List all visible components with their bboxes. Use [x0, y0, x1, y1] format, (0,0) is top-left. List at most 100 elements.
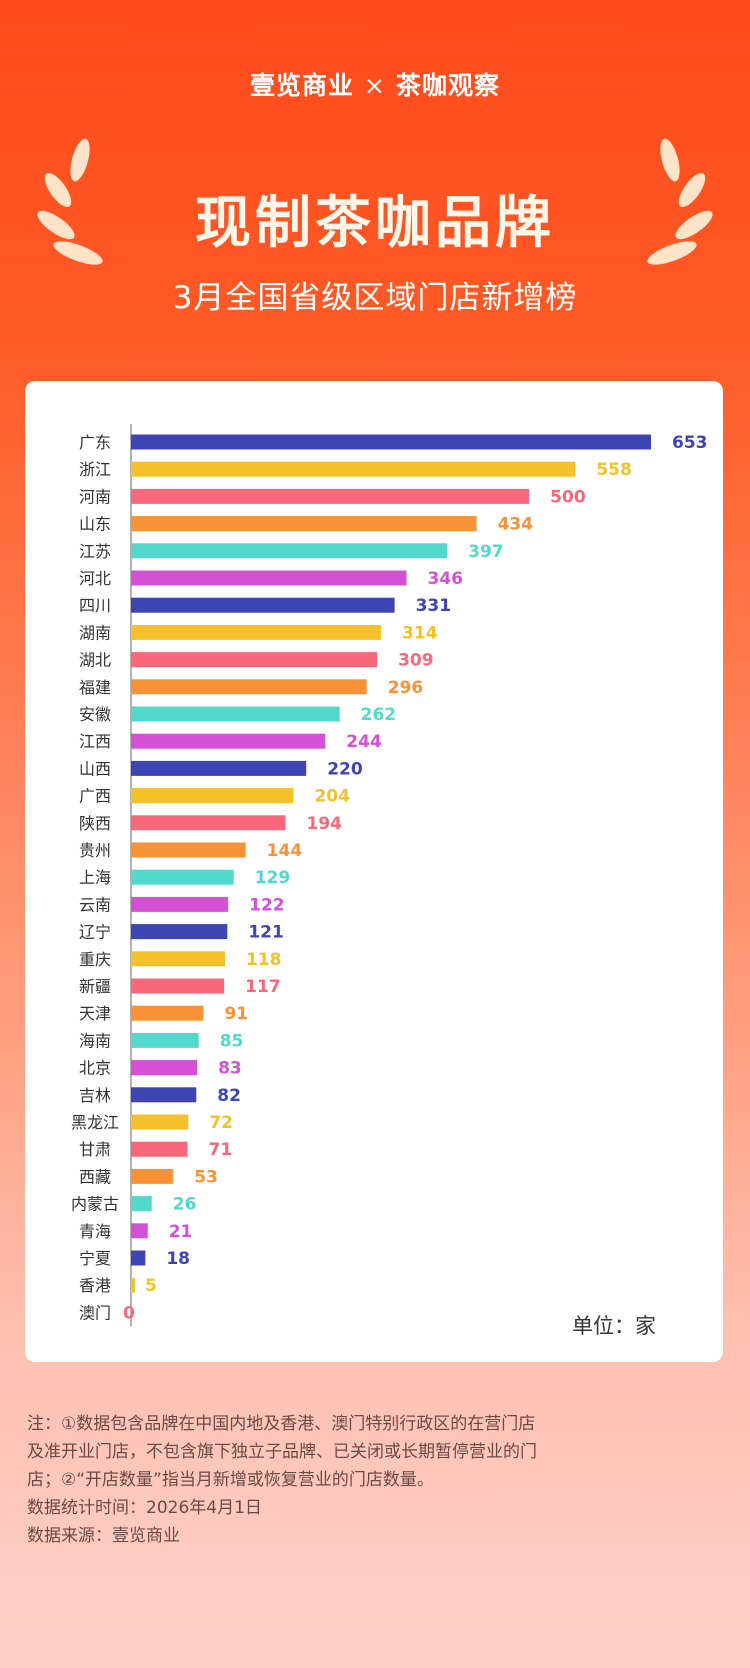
bar	[131, 570, 407, 586]
value-label: 72	[209, 1113, 233, 1133]
bar	[131, 815, 286, 831]
value-label: 85	[220, 1031, 244, 1051]
category-label: 新疆	[79, 977, 111, 996]
bar	[131, 1114, 189, 1130]
bar	[131, 760, 307, 776]
bar	[131, 1223, 148, 1239]
category-label: 辽宁	[79, 923, 111, 942]
value-label: 244	[346, 732, 382, 752]
bar	[131, 1141, 188, 1157]
value-label: 500	[550, 487, 586, 507]
value-label: 91	[224, 1004, 248, 1024]
value-label: 82	[217, 1086, 241, 1106]
category-label: 河南	[79, 487, 111, 506]
value-label: 194	[306, 814, 342, 834]
data-source: 数据来源：壹览商业	[27, 1526, 180, 1546]
bar	[131, 516, 477, 532]
bar	[131, 461, 576, 477]
value-label: 53	[194, 1167, 218, 1187]
category-label: 山西	[79, 759, 111, 778]
bar	[131, 896, 229, 912]
category-label: 贵州	[79, 841, 111, 860]
category-label: 山东	[79, 515, 111, 534]
brand-right: 茶咖观察	[395, 71, 500, 100]
bar	[131, 597, 395, 613]
value-label: 558	[596, 460, 632, 480]
bar	[131, 842, 246, 858]
value-label: 434	[498, 515, 534, 535]
bar	[131, 1005, 204, 1021]
category-label: 吉林	[79, 1086, 111, 1105]
value-label: 220	[327, 759, 363, 779]
bar	[131, 488, 530, 504]
value-label: 118	[246, 950, 282, 970]
category-label: 重庆	[79, 950, 111, 969]
category-label: 黑龙江	[71, 1113, 119, 1132]
value-label: 18	[166, 1249, 190, 1269]
bar	[131, 652, 378, 668]
category-label: 湖南	[79, 623, 111, 642]
bar	[131, 1196, 152, 1212]
category-label: 海南	[79, 1031, 111, 1050]
brand-header: 壹览商业 × 茶咖观察	[0, 66, 750, 102]
category-label: 青海	[79, 1222, 111, 1241]
page-subtitle: 3月全国省级区域门店新增榜	[172, 280, 578, 316]
value-label: 0	[123, 1303, 135, 1323]
value-label: 204	[314, 787, 350, 807]
value-label: 397	[468, 542, 504, 562]
laurel-right-icon	[647, 138, 713, 265]
category-label: 澳门	[79, 1303, 111, 1322]
category-label: 广东	[79, 433, 111, 452]
value-label: 83	[218, 1059, 242, 1079]
category-label: 云南	[79, 895, 111, 914]
separator: ×	[364, 71, 386, 100]
bar	[131, 1060, 198, 1076]
category-label: 河北	[79, 569, 111, 588]
bar	[131, 1277, 135, 1293]
category-label: 北京	[79, 1059, 111, 1078]
bar	[131, 1087, 197, 1103]
value-label: 21	[169, 1222, 193, 1242]
category-label: 西藏	[79, 1167, 111, 1186]
bar	[131, 706, 340, 722]
value-label: 262	[361, 705, 397, 725]
value-label: 346	[428, 569, 464, 589]
bar	[131, 543, 448, 559]
bar	[131, 1032, 199, 1048]
footnotes: 注：①数据包含品牌在中国内地及香港、澳门特别行政区的在营门店及准开业门店，不包含…	[27, 1410, 547, 1550]
category-label: 福建	[79, 678, 111, 697]
value-label: 314	[402, 623, 438, 643]
category-label: 陕西	[79, 814, 111, 833]
value-label: 5	[145, 1276, 157, 1296]
bar	[131, 951, 225, 967]
bar	[131, 788, 294, 804]
page-title: 现制茶咖品牌	[195, 191, 555, 256]
category-label: 安徽	[79, 705, 111, 724]
laurel-left-icon	[37, 138, 103, 265]
value-label: 121	[248, 923, 284, 943]
bar	[131, 624, 382, 640]
category-label: 天津	[79, 1004, 111, 1023]
category-label: 宁夏	[79, 1249, 111, 1268]
stat-date: 数据统计时间：2026年4月1日	[27, 1498, 262, 1518]
category-label: 四川	[79, 596, 111, 615]
bar	[131, 733, 326, 749]
value-label: 122	[249, 895, 285, 915]
value-label: 331	[416, 596, 452, 616]
bar	[131, 869, 234, 885]
category-label: 上海	[79, 868, 111, 887]
value-label: 129	[255, 868, 291, 888]
category-label: 甘肃	[79, 1140, 111, 1159]
value-label: 71	[209, 1140, 233, 1160]
bar	[131, 1250, 146, 1266]
category-label: 湖北	[79, 651, 111, 670]
value-label: 26	[173, 1195, 197, 1215]
bar	[131, 1168, 174, 1184]
value-label: 309	[398, 651, 434, 671]
category-label: 内蒙古	[71, 1195, 119, 1214]
bar-chart: 广东 653 浙江 558 河南 500 山东 434 江苏 397 河北 346 四川 331 湖南 314…	[71, 424, 708, 1327]
bar	[131, 679, 367, 695]
category-label: 香港	[79, 1276, 111, 1295]
value-label: 117	[245, 977, 281, 997]
brand-left: 壹览商业	[250, 71, 355, 100]
